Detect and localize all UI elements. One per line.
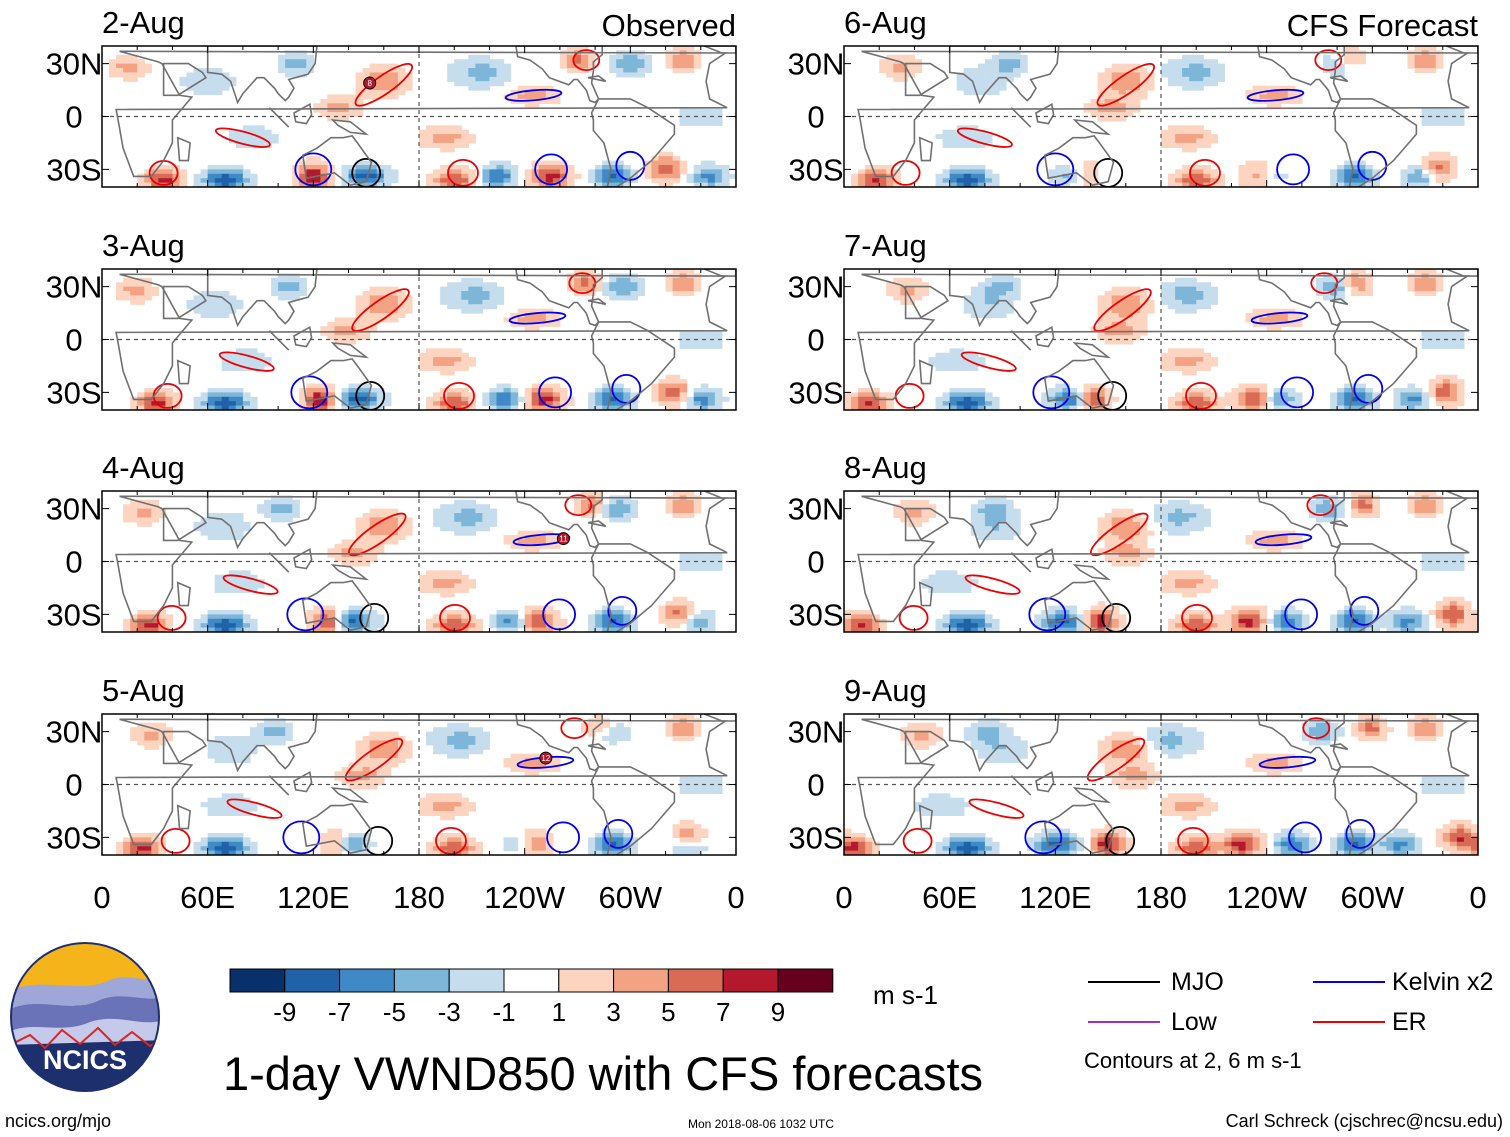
logo-text: NCICS: [43, 1045, 127, 1075]
y-tick-label: 30N: [46, 270, 103, 305]
y-tick-label: 30S: [788, 152, 843, 187]
y-tick-label: 0: [807, 323, 824, 358]
colorbar-tick-label: 9: [771, 997, 785, 1027]
panel-date-label: 2-Aug: [102, 5, 185, 40]
legend-label-kelvin: Kelvin x2: [1392, 968, 1493, 996]
x-tick-label: 180: [1135, 880, 1187, 915]
x-tick-label: 120W: [484, 880, 566, 915]
y-tick-label: 30S: [46, 152, 101, 187]
colorbar-tick-label: 7: [716, 997, 730, 1027]
colorbar-tick-label: -7: [328, 997, 351, 1027]
panel-grid: 82-Aug30N030S3-Aug30N030S114-Aug30N030S1…: [46, 5, 1487, 915]
panel-date-label: 5-Aug: [102, 673, 185, 708]
map-panel-4-Aug: 11 4-Aug 30N 0 30S: [46, 450, 737, 633]
storm-marker: 11: [556, 532, 570, 546]
y-tick-label: 30N: [46, 492, 103, 527]
x-tick-label: 0: [1469, 880, 1486, 915]
y-tick-label: 30S: [46, 375, 101, 410]
colorbar-tick-label: 5: [661, 997, 675, 1027]
panel-date-label: 8-Aug: [844, 450, 927, 485]
y-tick-label: 30N: [788, 47, 845, 82]
colorbar-swatch: [503, 968, 560, 993]
x-tick-label: 180: [393, 880, 445, 915]
y-tick-label: 0: [65, 323, 82, 358]
footer-author: Carl Schreck (cjschrec@ncsu.edu): [1226, 1111, 1503, 1131]
colorbar-unit: m s-1: [873, 980, 938, 1010]
x-tick-label: 60W: [598, 880, 662, 915]
storm-marker-label: 8: [367, 79, 372, 88]
y-tick-label: 30S: [46, 820, 101, 855]
colorbar-swatch: [339, 968, 395, 993]
panel-date-label: 4-Aug: [102, 450, 185, 485]
storm-marker-label: 11: [559, 535, 568, 544]
header-observed: Observed: [602, 8, 736, 43]
x-tick-label: 120W: [1226, 880, 1308, 915]
colorbar-swatch: [777, 968, 834, 993]
y-tick-label: 30N: [788, 715, 845, 750]
x-tick-label: 120E: [1019, 880, 1091, 915]
legend-label-low: Low: [1171, 1008, 1218, 1036]
colorbar: -9 -7 -5 -3 -1 1 3 5 7 9: [229, 968, 834, 1027]
header-cfs-forecast: CFS Forecast: [1287, 8, 1479, 43]
x-tick-label: 60E: [922, 880, 977, 915]
y-tick-label: 30N: [46, 715, 103, 750]
colorbar-swatch: [229, 968, 286, 993]
legend-contour-note: Contours at 2, 6 m s-1: [1084, 1048, 1302, 1073]
y-tick-label: 30S: [46, 597, 101, 632]
colorbar-tick-label: -5: [383, 997, 406, 1027]
y-tick-label: 0: [65, 768, 82, 803]
x-tick-label: 0: [835, 880, 852, 915]
map-panel-8-Aug: 8-Aug 30N 0 30S: [788, 450, 1479, 633]
y-tick-label: 0: [807, 768, 824, 803]
x-tick-label: 0: [727, 880, 744, 915]
colorbar-swatch: [393, 968, 450, 993]
colorbar-swatch: [667, 968, 724, 993]
legend-label-mjo: MJO: [1171, 968, 1224, 996]
colorbar-swatch: [448, 968, 505, 993]
panel-date-label: 9-Aug: [844, 673, 927, 708]
x-tick-label: 0: [93, 880, 110, 915]
colorbar-swatch: [722, 968, 779, 993]
colorbar-swatch: [558, 968, 615, 993]
panel-date-label: 6-Aug: [844, 5, 927, 40]
footer-url[interactable]: ncics.org/mjo: [5, 1111, 111, 1131]
colorbar-swatch: [613, 968, 669, 993]
y-tick-label: 0: [65, 100, 82, 135]
map-panel-9-Aug: 9-Aug 30N 0 30S: [788, 673, 1479, 856]
map-panel-7-Aug: 7-Aug 30N 0 30S: [788, 228, 1479, 411]
colorbar-tick-label: 3: [606, 997, 620, 1027]
y-tick-label: 30N: [788, 270, 845, 305]
x-tick-label: 120E: [277, 880, 349, 915]
panel-date-label: 3-Aug: [102, 228, 185, 263]
y-tick-label: 30N: [788, 492, 845, 527]
legend: MJO Kelvin x2 Low ER Contours at 2, 6 m …: [1084, 968, 1493, 1073]
y-tick-label: 30S: [788, 597, 843, 632]
map-panel-3-Aug: 3-Aug 30N 0 30S: [46, 228, 737, 411]
x-tick-label: 60E: [180, 880, 235, 915]
y-tick-label: 30N: [46, 47, 103, 82]
colorbar-swatch: [284, 968, 341, 993]
y-tick-label: 0: [807, 100, 824, 135]
storm-marker: 12: [539, 751, 553, 765]
ncics-logo: NCICS: [10, 942, 160, 1092]
panel-date-label: 7-Aug: [844, 228, 927, 263]
x-tick-label: 60W: [1340, 880, 1404, 915]
storm-marker-label: 12: [541, 754, 550, 763]
y-tick-label: 0: [65, 545, 82, 580]
colorbar-tick-label: -3: [438, 997, 461, 1027]
colorbar-tick-label: -9: [273, 997, 296, 1027]
y-tick-label: 0: [807, 545, 824, 580]
footer-timestamp: Mon 2018-08-06 1032 UTC: [688, 1117, 834, 1131]
y-tick-label: 30S: [788, 820, 843, 855]
legend-label-er: ER: [1392, 1008, 1427, 1036]
map-panel-2-Aug: 8 2-Aug 30N 0 30S: [46, 5, 737, 188]
y-tick-label: 30S: [788, 375, 843, 410]
map-panel-6-Aug: 6-Aug 30N 0 30S: [788, 5, 1479, 188]
storm-marker: 8: [363, 76, 377, 90]
map-panel-5-Aug: 12 5-Aug 30N 0 30S: [46, 673, 737, 856]
colorbar-tick-label: 1: [552, 997, 566, 1027]
figure-title: 1-day VWND850 with CFS forecasts: [223, 1047, 983, 1100]
colorbar-tick-label: -1: [492, 997, 515, 1027]
